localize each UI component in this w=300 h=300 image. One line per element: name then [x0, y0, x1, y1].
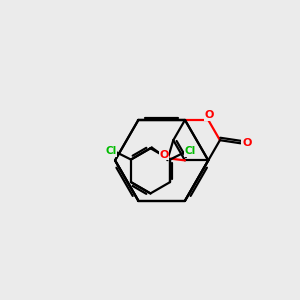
Text: Cl: Cl [106, 146, 117, 156]
Text: O: O [205, 110, 214, 120]
Text: O: O [242, 138, 251, 148]
Text: Cl: Cl [184, 146, 195, 156]
Text: O: O [159, 149, 168, 160]
